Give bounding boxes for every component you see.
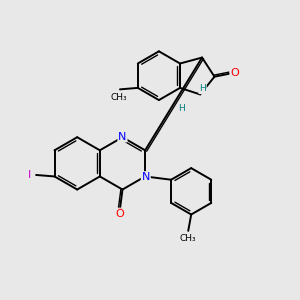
Text: I: I: [28, 170, 31, 180]
Text: O: O: [230, 68, 239, 78]
Text: CH₃: CH₃: [180, 234, 196, 243]
Text: I: I: [28, 170, 31, 180]
Text: H: H: [178, 104, 185, 113]
Text: CH₃: CH₃: [110, 93, 127, 102]
Text: H: H: [199, 85, 206, 94]
Text: O: O: [115, 208, 124, 218]
Text: N: N: [118, 132, 127, 142]
Text: H: H: [178, 104, 185, 113]
Text: N: N: [142, 172, 150, 182]
Text: H: H: [199, 84, 206, 93]
Text: O: O: [230, 68, 239, 78]
Text: N: N: [142, 172, 150, 182]
Text: O: O: [115, 209, 124, 219]
Text: N: N: [118, 132, 127, 142]
